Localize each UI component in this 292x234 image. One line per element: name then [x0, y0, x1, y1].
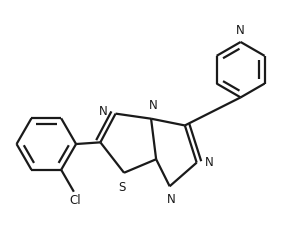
Text: N: N [148, 99, 157, 112]
Text: N: N [236, 24, 245, 37]
Text: N: N [98, 106, 107, 118]
Text: N: N [205, 156, 214, 169]
Text: S: S [119, 181, 126, 194]
Text: N: N [167, 193, 176, 206]
Text: Cl: Cl [70, 194, 81, 207]
